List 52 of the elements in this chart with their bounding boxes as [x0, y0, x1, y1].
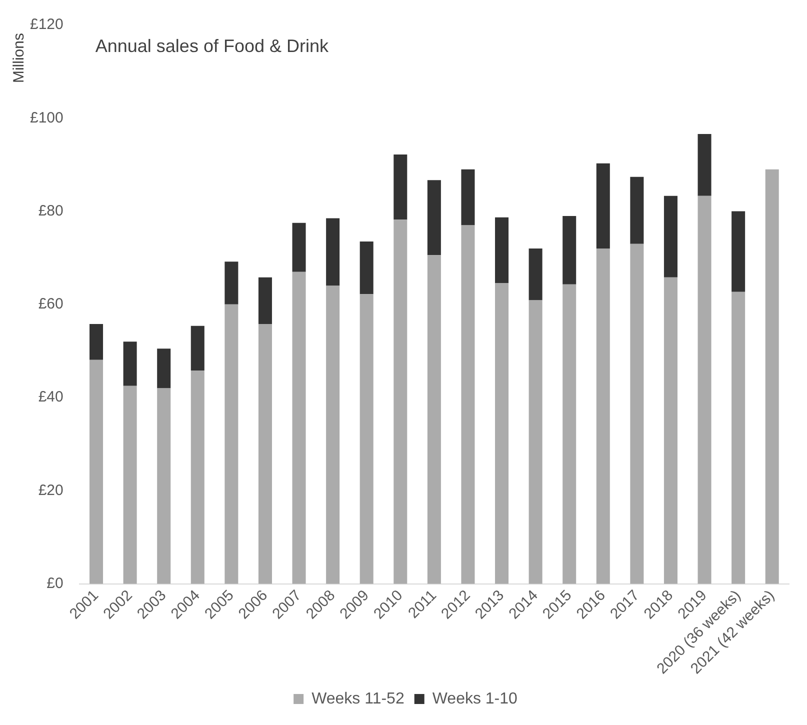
- y-tick-label: £0: [46, 574, 64, 592]
- bar: [495, 217, 509, 284]
- bar: [630, 176, 644, 244]
- bar: [562, 216, 576, 284]
- bar: [258, 324, 272, 584]
- bar: [596, 163, 610, 249]
- bar: [732, 211, 746, 292]
- bar: [157, 388, 171, 584]
- bar: [765, 169, 779, 584]
- bar: [190, 326, 204, 371]
- bar: [427, 180, 441, 256]
- bar: [360, 242, 374, 294]
- text: Annual sales of Food & Drink: [95, 36, 330, 56]
- bar: [190, 370, 204, 584]
- bar: [427, 255, 441, 584]
- bar: [292, 222, 306, 272]
- bar: [698, 196, 712, 584]
- bar: [258, 277, 272, 324]
- bar: [394, 220, 408, 584]
- bar: [528, 300, 542, 584]
- bar: [90, 360, 104, 584]
- y-tick-label: £120: [30, 16, 64, 34]
- bar: [461, 169, 475, 226]
- legend-label: Weeks 11-52: [312, 690, 404, 708]
- bar: [360, 294, 374, 584]
- bar: [664, 196, 678, 278]
- bar: [630, 244, 644, 584]
- bar: [528, 248, 542, 300]
- bar: [157, 348, 171, 388]
- bar: [698, 134, 712, 196]
- bar: [224, 262, 238, 304]
- legend-label: Weeks 1-10: [432, 690, 518, 708]
- bar: [90, 324, 104, 360]
- y-tick-label: £60: [38, 296, 64, 313]
- bar: [292, 272, 306, 584]
- bar: [562, 284, 576, 584]
- y-axis-title: Millions: [10, 33, 28, 84]
- bar: [123, 342, 137, 386]
- bar: [326, 218, 340, 286]
- y-tick-label: £40: [38, 388, 64, 406]
- bar: [664, 277, 678, 584]
- y-tick-label: £100: [30, 109, 64, 126]
- bar: [123, 386, 137, 584]
- bar: [224, 304, 238, 584]
- bar: [461, 225, 475, 584]
- y-tick-label: £80: [38, 202, 64, 220]
- bar: [732, 292, 746, 584]
- bar: [495, 283, 509, 584]
- bar: [326, 286, 340, 584]
- bar: [394, 154, 408, 220]
- bar: [596, 248, 610, 584]
- y-tick-label: £20: [38, 482, 64, 499]
